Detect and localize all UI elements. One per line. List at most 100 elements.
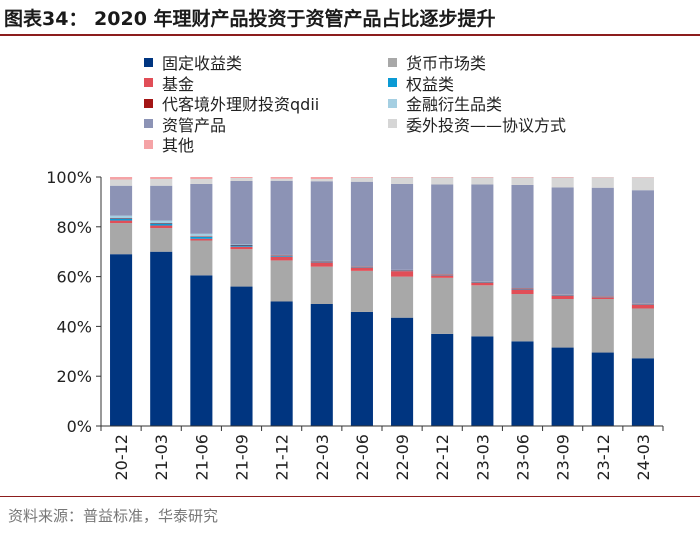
bar-segment-asset_mgmt-22-06: [350, 181, 373, 267]
bar-segment-fund-20-12: [110, 220, 133, 224]
bar-segment-fund-22-03: [310, 262, 333, 267]
bar-segment-other-21-12: [270, 177, 293, 179]
bar-segment-equity-21-06: [190, 236, 213, 239]
x-tick-label: 20-12: [112, 434, 131, 481]
x-tick-label: 21-06: [192, 434, 211, 481]
bar-segment-fixed_income-20-12: [110, 254, 133, 426]
legend-item-equity: 权益类: [388, 71, 454, 95]
bar-segment-equity-20-12: [110, 218, 133, 221]
bar-segment-fixed_income-22-06: [350, 311, 373, 426]
bar-segment-agreement-23-12: [591, 177, 614, 188]
bar-segment-other-21-03: [150, 177, 173, 179]
bar-segment-asset_mgmt-20-12: [110, 185, 133, 216]
bar-segment-asset_mgmt-24-03: [631, 190, 654, 304]
legend-swatch-fixed_income: [144, 57, 153, 67]
bar-segment-agreement-21-12: [270, 178, 293, 181]
bar-segment-currency-23-03: [471, 285, 494, 337]
bar-segment-asset_mgmt-22-12: [431, 184, 454, 275]
bar-segment-derivatives-21-03: [150, 220, 173, 224]
x-tick-label: 22-09: [393, 434, 412, 481]
bar-segment-agreement-22-09: [391, 177, 414, 184]
bar-segment-currency-21-09: [230, 249, 253, 287]
legend-swatch-agreement: [388, 119, 397, 128]
bar-segment-fixed_income-21-12: [270, 301, 293, 426]
legend-item-qdii: 代客境外理财投资qdii: [144, 91, 319, 115]
legend-label-agreement: 委外投资——协议方式: [406, 115, 567, 135]
bar-segment-agreement-24-03: [631, 177, 654, 191]
x-tick-label: 23-12: [594, 434, 613, 481]
legend-label-qdii: 代客境外理财投资qdii: [162, 95, 320, 114]
bar-segment-fixed_income-23-03: [471, 336, 494, 426]
source-note: 资料来源：普益标准，华泰研究: [8, 507, 219, 525]
bar-segment-currency-23-09: [551, 299, 574, 348]
bar-segment-fund-21-06: [190, 238, 213, 241]
bar-segment-derivatives-20-12: [110, 215, 133, 219]
bar-segment-agreement-21-06: [190, 178, 213, 184]
bar-segment-derivatives-21-06: [190, 233, 213, 237]
source-divider: [0, 496, 700, 497]
bar-segment-agreement-21-03: [150, 178, 173, 186]
bar-segment-agreement-22-12: [431, 177, 454, 185]
y-tick-label: 0%: [67, 417, 92, 436]
legend-label-equity: 权益类: [406, 74, 455, 94]
bar-segment-other-20-12: [110, 177, 133, 180]
x-tick-label: 24-03: [634, 434, 653, 481]
bar-segment-fund-24-03: [631, 304, 654, 309]
x-tick-label: 21-12: [273, 434, 292, 481]
legend-swatch-derivatives: [388, 98, 397, 108]
bar-segment-fixed_income-21-06: [190, 275, 213, 426]
legend-label-derivatives: 金融衍生品类: [406, 95, 503, 114]
bar-segment-fund-23-06: [511, 289, 534, 295]
y-tick-label: 20%: [56, 367, 92, 386]
bar-segment-asset_mgmt-22-09: [391, 183, 414, 270]
legend-item-agreement: 委外投资——协议方式: [388, 112, 566, 136]
bar-segment-fund-22-12: [431, 275, 454, 278]
legend-swatch-asset_mgmt: [144, 119, 153, 128]
bar-segment-asset_mgmt-21-09: [230, 180, 253, 245]
bar-segment-fixed_income-23-06: [511, 341, 534, 426]
bar-segment-currency-20-12: [110, 223, 133, 255]
bar-segment-fixed_income-21-09: [230, 286, 253, 426]
bar-segment-equity-22-03: [310, 261, 333, 263]
bar-segment-agreement-23-06: [511, 177, 534, 185]
bar-segment-fund-21-03: [150, 225, 173, 229]
bar-segment-agreement-22-06: [350, 177, 373, 182]
bar-segment-agreement-23-03: [471, 177, 494, 185]
x-tick-label: 22-03: [313, 434, 332, 481]
bar-segment-other-22-03: [310, 177, 333, 179]
x-tick-label: 23-09: [554, 434, 573, 481]
x-tick-label: 23-03: [473, 434, 492, 481]
bar-segment-currency-21-03: [150, 228, 173, 252]
bar-segment-asset_mgmt-23-06: [511, 184, 534, 289]
bar-segment-fund-23-09: [551, 295, 574, 300]
y-tick-label: 80%: [56, 218, 92, 237]
bar-segment-currency-21-06: [190, 240, 213, 276]
bar-segment-asset_mgmt-21-03: [150, 185, 173, 221]
legend-swatch-currency: [388, 57, 397, 67]
legend-item-other: 其他: [144, 132, 194, 156]
bar-segment-equity-21-12: [270, 255, 293, 257]
legend-item-currency: 货币市场类: [388, 50, 486, 74]
x-tick-label: 21-09: [233, 434, 252, 481]
bar-segment-fixed_income-23-12: [591, 352, 614, 426]
bar-segment-other-22-06: [350, 177, 373, 178]
bar-segment-agreement-22-03: [310, 178, 333, 182]
bar-segment-fixed_income-23-09: [551, 347, 574, 426]
x-tick-label: 22-12: [433, 434, 452, 481]
bar-segment-fixed_income-21-03: [150, 251, 173, 426]
bar-segment-currency-23-12: [591, 299, 614, 353]
bar-segment-asset_mgmt-21-12: [270, 180, 293, 255]
bar-segment-fixed_income-24-03: [631, 358, 654, 426]
legend-item-fund: 基金: [144, 71, 194, 95]
bar-segment-asset_mgmt-23-12: [591, 187, 614, 297]
chart-legend: 固定收益类 货币市场类基金 权益类代客境外理财投资qdii 金融衍生品类资管产品 委外投…: [0, 0, 700, 160]
legend-swatch-qdii: [144, 98, 153, 108]
legend-label-asset_mgmt: 资管产品: [162, 115, 227, 135]
legend-label-fixed_income: 固定收益类: [162, 54, 243, 73]
legend-item-asset_mgmt: 资管产品: [144, 112, 226, 136]
y-tick-label: 40%: [56, 317, 92, 336]
bar-segment-equity-21-03: [150, 223, 173, 226]
legend-swatch-other: [144, 139, 153, 149]
y-tick-label: 60%: [56, 268, 92, 287]
title-divider: [0, 34, 700, 36]
